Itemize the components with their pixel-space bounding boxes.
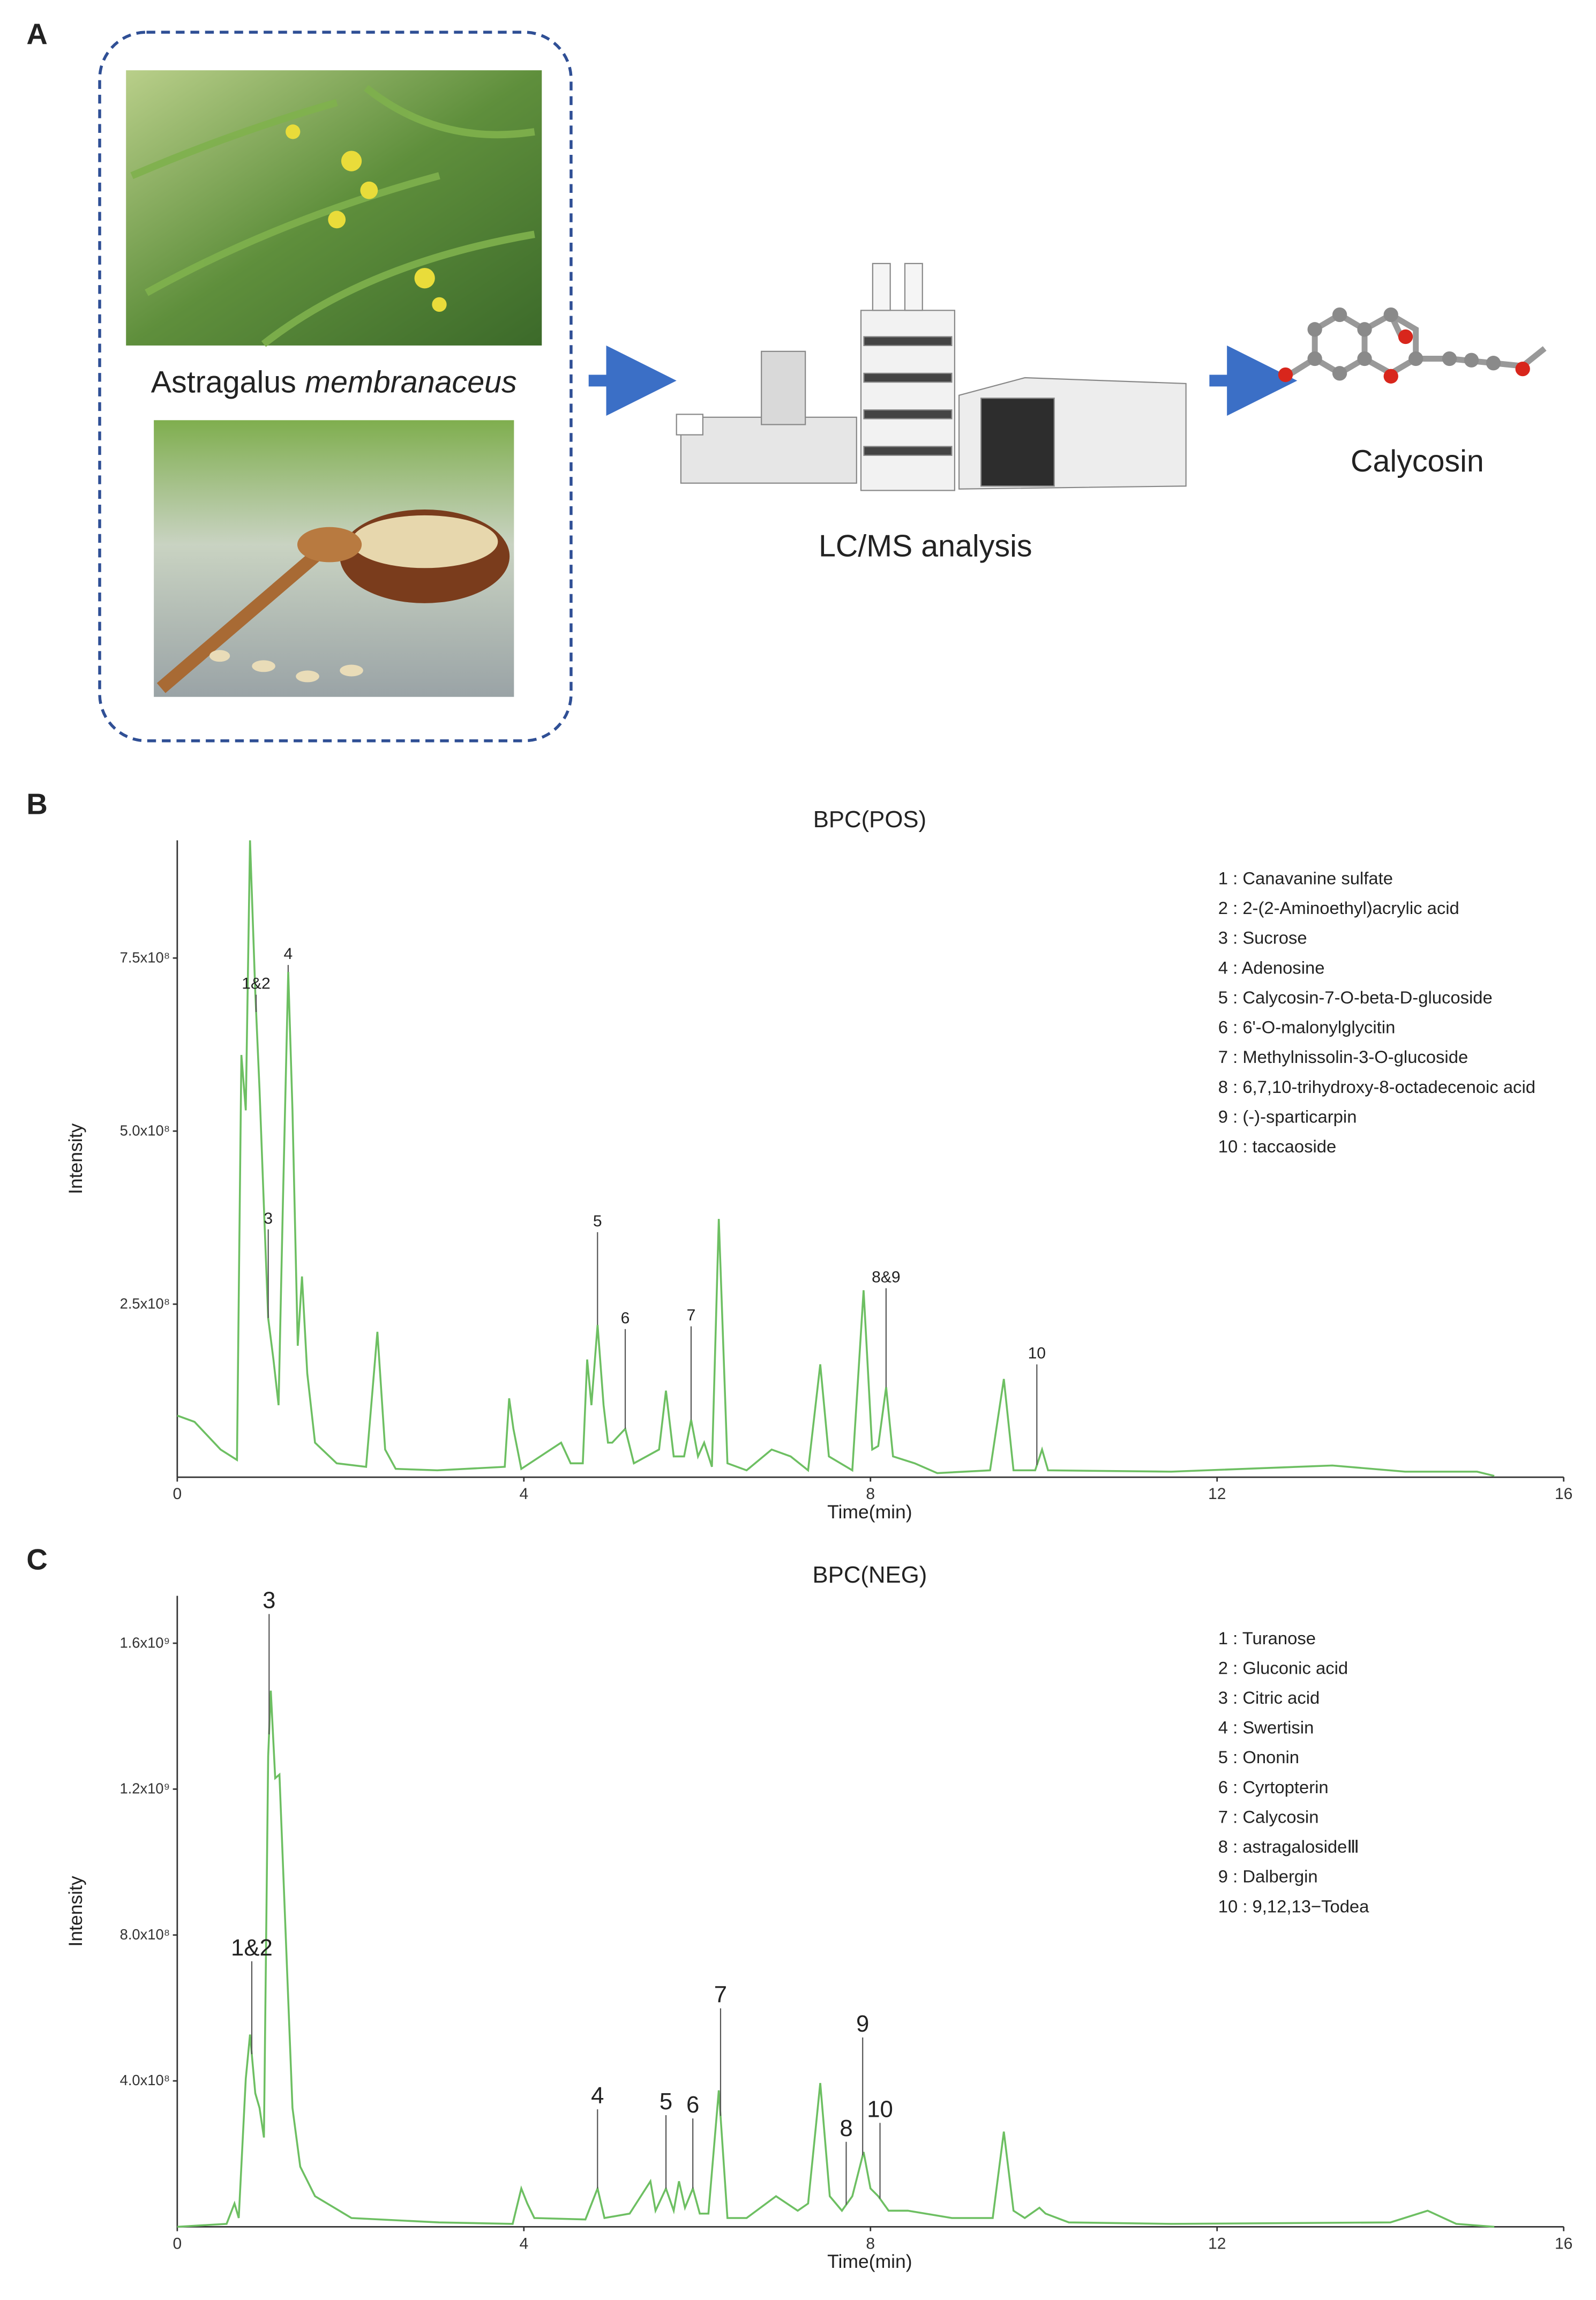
- genus: Astragalus: [151, 365, 296, 399]
- legend-entry: 8 : astragalosideⅢ: [1218, 1837, 1359, 1856]
- x-tick-label: 4: [519, 2235, 528, 2252]
- x-tick-label: 16: [1555, 2235, 1572, 2252]
- annotation: 8: [840, 2115, 852, 2141]
- y-tick-label: 1.6x10⁹: [119, 1634, 170, 1651]
- legend-entry: 7 : Methylnissolin-3-O-glucoside: [1218, 1047, 1468, 1067]
- legend-entry: 9 : Dalbergin: [1218, 1867, 1318, 1886]
- legend-entry: 9 : (-)-sparticarpin: [1218, 1106, 1357, 1126]
- plant-photo: [126, 70, 542, 347]
- seed-photo: [154, 420, 514, 697]
- y-axis-label: Intensity: [65, 1123, 86, 1195]
- annotation: 9: [856, 2011, 869, 2037]
- annotation: 1&2: [231, 1935, 273, 1961]
- legend-entry: 2 : 2-(2-Aminoethyl)acrylic acid: [1218, 898, 1459, 918]
- legend-entry: 5 : Ononin: [1218, 1747, 1299, 1767]
- plant-name: Astragalus membranaceus: [151, 365, 517, 399]
- panel-label: C: [26, 1543, 47, 1576]
- annotation: 7: [714, 1982, 727, 2008]
- y-axis-label: Intensity: [65, 1876, 86, 1947]
- annotation: 8&9: [872, 1269, 900, 1286]
- annotation: 10: [867, 2096, 893, 2122]
- legend-entry: 10 : 9,12,13−Todea: [1218, 1896, 1369, 1916]
- annotation: 5: [593, 1212, 602, 1230]
- y-tick-label: 2.5x10⁸: [120, 1295, 170, 1312]
- legend-entry: 10 : taccaoside: [1218, 1136, 1337, 1156]
- x-axis-label: Time(min): [827, 2251, 912, 2272]
- annotation: 6: [686, 2092, 699, 2118]
- x-tick-label: 8: [866, 2235, 875, 2252]
- annotation: 1&2: [242, 975, 270, 993]
- annotation: 7: [687, 1307, 696, 1324]
- annotation: 4: [284, 945, 293, 963]
- legend-entry: 4 : Adenosine: [1218, 957, 1325, 977]
- y-tick-label: 7.5x10⁸: [120, 949, 170, 965]
- annotation: 10: [1028, 1345, 1046, 1362]
- compound-label: Calycosin: [1351, 444, 1484, 478]
- chart-title: BPC(POS): [813, 806, 926, 833]
- legend-entry: 1 : Canavanine sulfate: [1218, 868, 1393, 888]
- annotation: 5: [660, 2088, 672, 2115]
- annotation: 6: [621, 1309, 630, 1327]
- annotation: 3: [264, 1210, 273, 1227]
- annotation: 3: [263, 1587, 275, 1614]
- x-tick-label: 0: [173, 1485, 182, 1503]
- legend-entry: 2 : Gluconic acid: [1218, 1658, 1348, 1677]
- annotation: 4: [591, 2082, 604, 2109]
- y-tick-label: 8.0x10⁸: [120, 1926, 170, 1943]
- species: membranaceus: [305, 365, 516, 399]
- x-tick-label: 4: [519, 1485, 528, 1503]
- legend-entry: 3 : Citric acid: [1218, 1688, 1320, 1707]
- method-label: LC/MS analysis: [819, 529, 1032, 563]
- legend-entry: 7 : Calycosin: [1218, 1807, 1319, 1826]
- legend-entry: 6 : Cyrtopterin: [1218, 1777, 1329, 1797]
- legend-entry: 8 : 6,7,10-trihydroxy-8-octadecenoic aci…: [1218, 1077, 1535, 1097]
- x-tick-label: 12: [1208, 1485, 1226, 1503]
- chart-title: BPC(NEG): [813, 1562, 927, 1588]
- legend-entry: 4 : Swertisin: [1218, 1718, 1314, 1737]
- x-tick-label: 12: [1208, 2235, 1226, 2252]
- panel-label: A: [26, 18, 47, 50]
- molecule: [1278, 307, 1547, 384]
- x-tick-label: 0: [173, 2235, 182, 2252]
- x-tick-label: 16: [1555, 1485, 1572, 1503]
- lcms-instrument: [676, 263, 1187, 491]
- x-axis-label: Time(min): [827, 1501, 912, 1523]
- legend-entry: 1 : Turanose: [1218, 1628, 1316, 1648]
- legend-entry: 3 : Sucrose: [1218, 928, 1307, 948]
- trace: [177, 1690, 1495, 2228]
- x-tick-label: 8: [866, 1485, 875, 1503]
- y-tick-label: 5.0x10⁸: [120, 1122, 170, 1138]
- trace: [177, 840, 1495, 1477]
- y-tick-label: 4.0x10⁸: [120, 2072, 170, 2088]
- legend-entry: 6 : 6'-O-malonylglycitin: [1218, 1017, 1396, 1037]
- y-tick-label: 1.2x10⁹: [119, 1780, 170, 1797]
- legend-entry: 5 : Calycosin-7-O-beta-D-glucoside: [1218, 987, 1493, 1007]
- panel-label: B: [26, 788, 47, 820]
